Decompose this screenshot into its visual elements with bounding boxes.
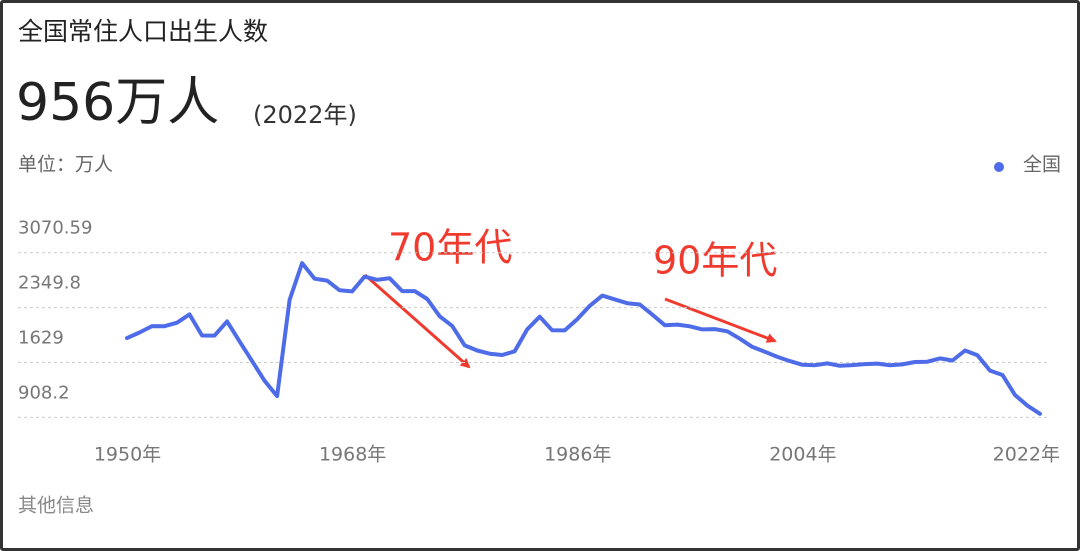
unit-label: 单位：万人	[18, 154, 113, 176]
chart: 全国常住人口出生人数 956万人 (2022年) 单位：万人 其他信息 70年代…	[16, 17, 1061, 517]
footer: 其他信息	[18, 495, 94, 517]
annotation-arrow	[364, 273, 471, 369]
legend-label: 全国	[1023, 154, 1061, 176]
x-tick-label: 1950年	[94, 444, 161, 466]
chart-title: 全国常住人口出生人数	[18, 17, 268, 46]
annotation: 70年代	[388, 226, 512, 270]
y-tick-label: 3070.59	[18, 218, 92, 239]
y-tick-label: 1629	[18, 327, 64, 348]
headline: 956万人	[16, 73, 219, 133]
x-tick-label: 2004年	[769, 444, 836, 466]
x-tick-label: 1986年	[544, 444, 611, 466]
legend-marker	[994, 162, 1004, 172]
headline-note: (2022年)	[253, 101, 357, 129]
y-tick-label: 2349.8	[18, 273, 81, 294]
annotation-arrow	[664, 297, 777, 343]
x-tick-label: 2022年	[993, 444, 1060, 466]
annotation: 90年代	[653, 239, 777, 283]
data-line	[125, 261, 1042, 416]
x-tick-label: 1968年	[319, 444, 386, 466]
y-tick-label: 908.2	[18, 382, 70, 403]
